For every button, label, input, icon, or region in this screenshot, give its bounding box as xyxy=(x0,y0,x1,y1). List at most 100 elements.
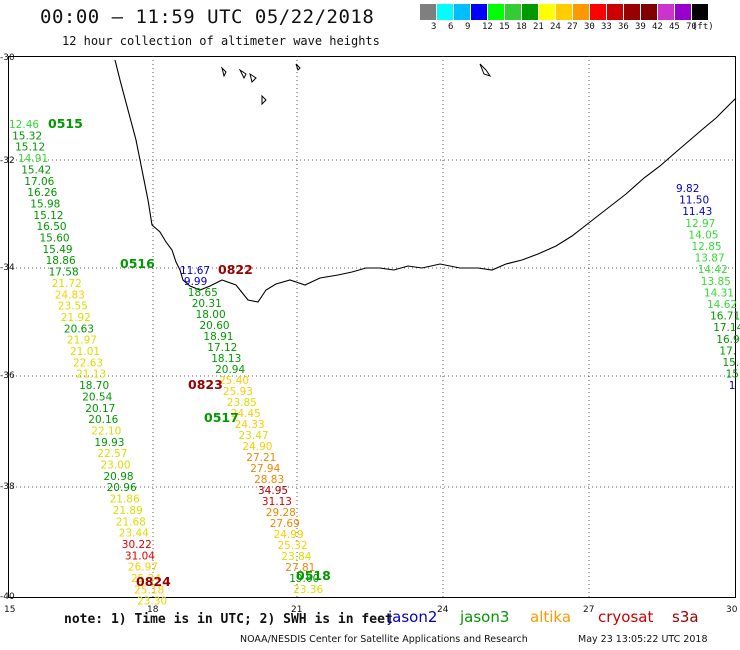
colorbar-cell xyxy=(573,4,590,20)
time-label-0823: 0823 xyxy=(188,377,223,392)
colorbar-cell xyxy=(505,4,522,20)
note-text: note: 1) Time is in UTC; 2) SWH is in fe… xyxy=(64,612,393,627)
track-0515-value: 15.12 xyxy=(33,210,63,222)
track-0515-value: 30.22 xyxy=(122,539,152,551)
colorbar-label: 45 xyxy=(669,22,680,32)
track-0515-value: 24.83 xyxy=(55,289,85,301)
colorbar-cell xyxy=(522,4,539,20)
track-0515-value: 19.93 xyxy=(94,437,124,449)
track-0515-value: 23.55 xyxy=(58,301,88,313)
track-0822-value: 31.13 xyxy=(262,496,292,508)
page-subtitle: 12 hour collection of altimeter wave hei… xyxy=(62,34,380,48)
colorbar-cell xyxy=(624,4,641,20)
track-0822-value: 18.13 xyxy=(211,353,241,365)
track-east-value: 12.97 xyxy=(685,218,715,230)
track-0515-value: 22.63 xyxy=(73,357,103,369)
track-0515-value: 21.72 xyxy=(52,278,82,290)
lon-tick-labels: 15 18 21 24 27 30 xyxy=(4,605,738,615)
track-0822-value: 18.65 xyxy=(188,287,218,299)
track-0515-value: 15.98 xyxy=(30,198,60,210)
time-label-0515: 0515 xyxy=(48,116,83,131)
track-0822-value: 29.28 xyxy=(266,507,296,519)
colorbar-label: 9 xyxy=(465,22,471,32)
track-0515-value: 21.86 xyxy=(110,494,140,506)
track-0515-value: 23.00 xyxy=(101,460,131,472)
islands xyxy=(221,63,492,106)
track-0822-value: 24.90 xyxy=(242,441,272,453)
track-0822-value: 23.84 xyxy=(281,551,311,563)
lat-tick-label: -34 xyxy=(0,263,15,273)
track-0515-value: 21.97 xyxy=(67,335,97,347)
track-0515-value: 15.42 xyxy=(21,164,51,176)
colorbar-label: 42 xyxy=(652,22,663,32)
colorbar-label: 39 xyxy=(635,22,646,32)
lon-tick-label: 18 xyxy=(147,605,159,615)
track-0515-value: 17.06 xyxy=(24,176,54,188)
legend-s3a: s3a xyxy=(672,608,699,626)
colorbar-label: 6 xyxy=(448,22,454,32)
track-east-value: 16.9 xyxy=(716,334,739,346)
lat-tick-labels: -30 -32 -34 -36 -38 -40 xyxy=(0,53,15,602)
track-0515-value: 20.54 xyxy=(82,391,112,403)
track-0515-value: 21.92 xyxy=(61,312,91,324)
time-label-0822: 0822 xyxy=(218,262,253,277)
track-east-value: 13.87 xyxy=(695,253,725,265)
track-east-value: 16.71 xyxy=(710,311,740,323)
track-0822-value: 25.93 xyxy=(223,386,253,398)
colorbar-label: 70 xyxy=(686,22,697,32)
time-label-0824: 0824 xyxy=(136,574,171,589)
track-0515-value: 14.91 xyxy=(18,153,48,165)
colorbar-cell xyxy=(488,4,505,20)
track-0822-value: 20.60 xyxy=(200,320,230,332)
legend-altika: altika xyxy=(530,608,572,626)
track-east-value: 17.14 xyxy=(713,322,740,334)
track-0515-value: 20.98 xyxy=(104,471,134,483)
time-label-0516: 0516 xyxy=(120,256,155,271)
lon-tick-label: 27 xyxy=(583,605,594,615)
track-0515-value: 15.32 xyxy=(12,130,42,142)
track-0822-value: 20.31 xyxy=(192,298,222,310)
track-0822-value: 34.95 xyxy=(258,485,288,497)
track-east-value: 14.62 xyxy=(707,299,737,311)
track-east-value: 9.82 xyxy=(676,183,699,195)
track-0822-value: 9.99 xyxy=(184,276,207,288)
colorbar-label: 30 xyxy=(584,22,595,32)
track-0822-value: 24.33 xyxy=(235,419,265,431)
legend-jason3: jason3 xyxy=(460,608,510,626)
track-0515-value: 25.18 xyxy=(134,584,164,596)
track-east-value: 12.85 xyxy=(692,241,722,253)
track-0515-value: 15.49 xyxy=(43,244,73,256)
colorbar-cell xyxy=(692,4,709,20)
track-east-value: 15. xyxy=(723,357,740,369)
track-0822-value: 23.47 xyxy=(239,430,269,442)
track-0822-value: 25.40 xyxy=(219,375,249,387)
track-0822-value: 18.91 xyxy=(203,331,233,343)
track-0515-value: 15.60 xyxy=(40,233,70,245)
colorbar-cell xyxy=(675,4,692,20)
track-east-value: 11.43 xyxy=(682,206,712,218)
legend-cryosat: cryosat xyxy=(598,608,654,626)
lat-tick-label: -32 xyxy=(0,156,15,166)
colorbar-cell xyxy=(607,4,624,20)
track-0515-value: 21.01 xyxy=(70,346,100,358)
time-label-0518: 0518 xyxy=(296,568,331,583)
credit-text: NOAA/NESDIS Center for Satellite Applica… xyxy=(240,634,528,645)
colorbar-cell xyxy=(437,4,454,20)
colorbar xyxy=(420,4,709,20)
colorbar-label: 12 xyxy=(482,22,493,32)
track-0822-value: 17.12 xyxy=(207,342,237,354)
colorbar-cell xyxy=(454,4,471,20)
track-0822-value: 24.99 xyxy=(274,529,304,541)
track-0822-value: 19.60 xyxy=(289,573,319,585)
track-0515-value: 20.16 xyxy=(88,414,118,426)
track-0515-value: 16.50 xyxy=(37,221,67,233)
colorbar-label: (ft) xyxy=(692,22,714,32)
track-0515-value: 21.68 xyxy=(116,516,146,528)
track-0822-value: 11.67 xyxy=(180,265,210,277)
lat-tick-label: -30 xyxy=(0,53,15,63)
track-east-value: 14.42 xyxy=(698,264,728,276)
colorbar-label: 24 xyxy=(550,22,561,32)
track-east-value: 15 xyxy=(726,369,739,381)
colorbar-label: 15 xyxy=(499,22,510,32)
